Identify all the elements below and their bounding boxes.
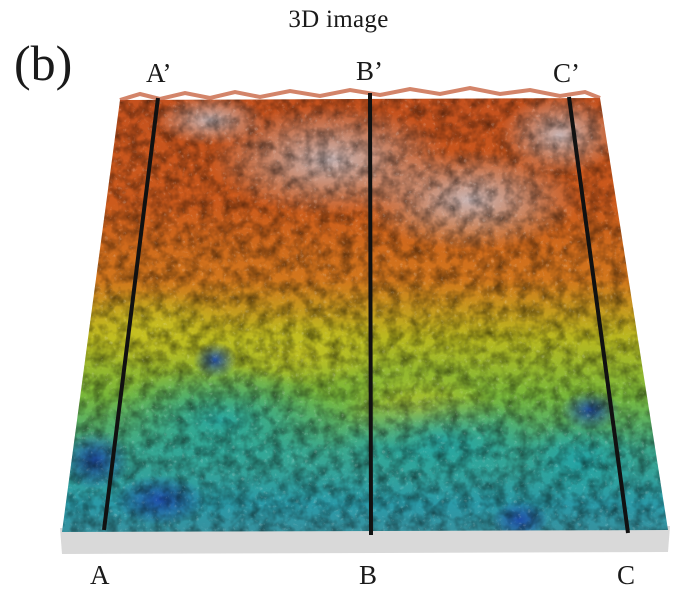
profile-line-b [368,92,373,536]
image-title: 3D image [288,6,389,33]
label-c-prime: C’ [553,58,580,88]
base-plate [60,526,670,554]
label-a: A [90,560,110,590]
label-b-prime: B’ [356,56,383,86]
surface-top-edge [119,85,601,102]
label-b: B [359,560,378,590]
height-map [62,98,668,532]
label-c: C [617,560,636,590]
profile-line-c [567,96,630,534]
label-a-prime: A’ [146,58,172,88]
profile-line-a [102,97,160,531]
panel-label: (b) [14,35,73,91]
